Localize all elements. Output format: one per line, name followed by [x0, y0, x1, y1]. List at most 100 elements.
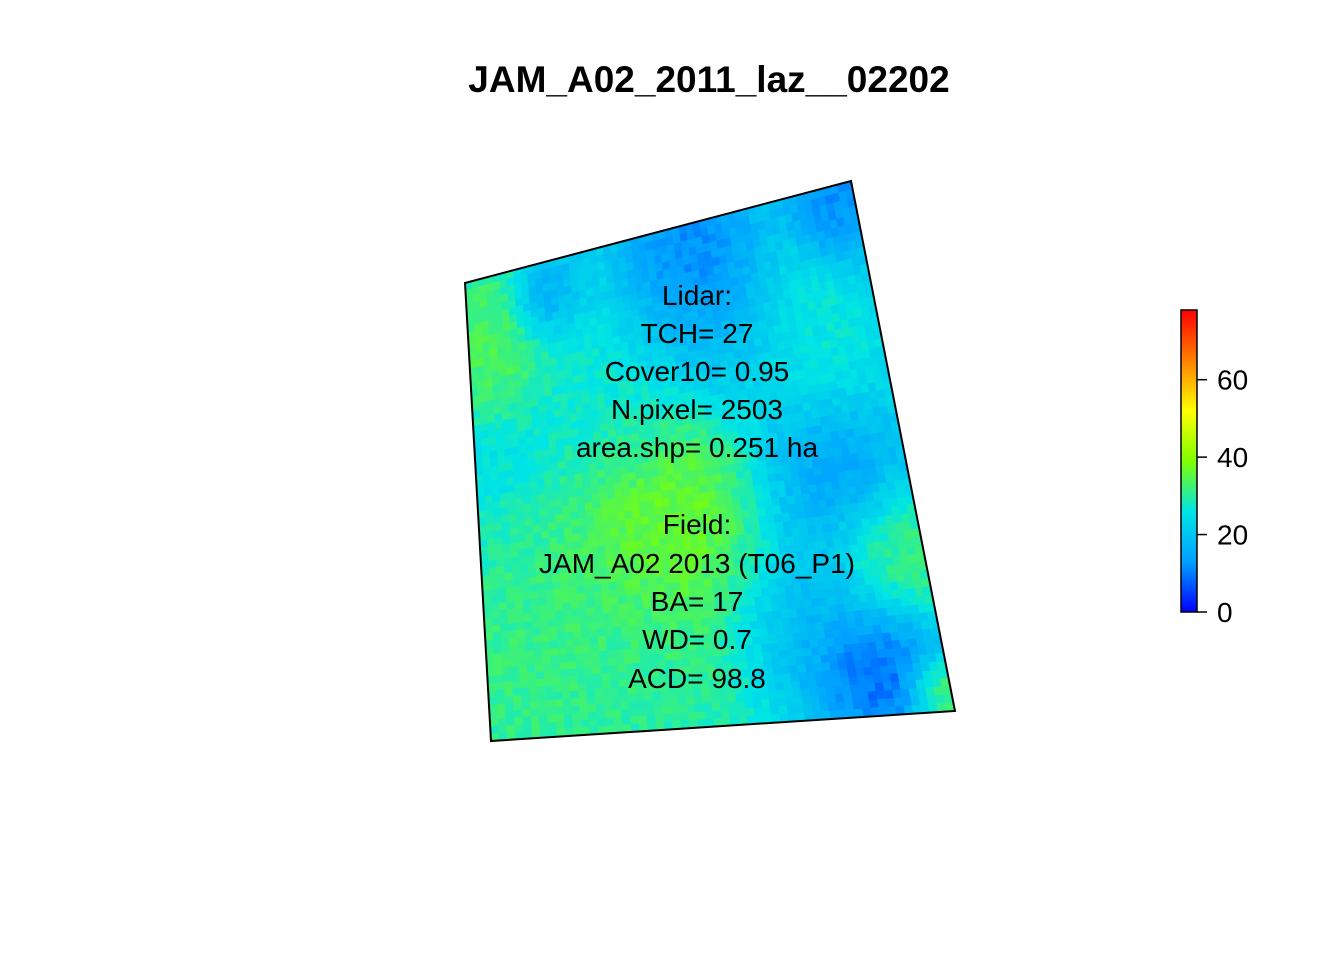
- raster-cell: [816, 679, 826, 688]
- raster-cell: [700, 492, 709, 501]
- raster-cell: [622, 717, 631, 725]
- raster-cell: [612, 695, 621, 703]
- raster-cell: [757, 508, 766, 517]
- raster-cell: [523, 607, 531, 615]
- raster-cell: [799, 673, 808, 682]
- raster-cell: [596, 531, 605, 540]
- raster-cell: [572, 534, 580, 542]
- raster-cell: [696, 712, 705, 720]
- raster-cell: [579, 525, 587, 534]
- raster-cell: [629, 625, 638, 633]
- raster-cell: [780, 658, 789, 667]
- raster-cell: [520, 563, 528, 571]
- raster-cell: [522, 709, 531, 717]
- raster-cell: [521, 578, 529, 586]
- raster-cell: [828, 703, 838, 712]
- raster-cell: [524, 621, 533, 629]
- raster-cell: [494, 654, 503, 662]
- raster-cell: [799, 624, 808, 633]
- raster-cell: [552, 663, 561, 671]
- raster-cell: [496, 682, 505, 690]
- raster-cell: [595, 689, 604, 697]
- raster-cell: [711, 695, 720, 703]
- raster-cell: [715, 490, 724, 499]
- raster-cell: [765, 611, 774, 620]
- raster-cell: [593, 501, 601, 510]
- raster-cell: [837, 653, 847, 662]
- raster-cell: [536, 672, 545, 680]
- raster-cell: [566, 639, 575, 647]
- raster-cell: [786, 698, 795, 707]
- raster-cell: [668, 481, 677, 490]
- raster-cell: [522, 702, 531, 710]
- raster-cell: [817, 687, 827, 696]
- raster-cell: [495, 545, 503, 553]
- raster-cell: [519, 541, 527, 549]
- colorbar-gradient: [1181, 310, 1197, 612]
- raster-cell: [535, 657, 544, 665]
- raster-cell: [548, 522, 556, 530]
- raster-cell: [761, 588, 770, 597]
- raster-cell: [736, 471, 745, 480]
- raster-cell: [541, 531, 549, 540]
- raster-cell: [618, 679, 627, 687]
- raster-cell: [600, 500, 608, 509]
- raster-cell: [649, 515, 658, 524]
- raster-cell: [830, 662, 839, 671]
- raster-cell: [581, 720, 590, 728]
- raster-cell: [802, 640, 811, 649]
- raster-cell: [727, 694, 736, 702]
- raster-cell: [640, 578, 649, 587]
- raster-cell: [803, 704, 813, 713]
- raster-cell: [506, 587, 514, 595]
- raster-cell: [493, 639, 501, 647]
- raster-cell: [504, 689, 513, 697]
- colorbar-tick-label: 60: [1217, 365, 1248, 396]
- raster-cell: [638, 494, 647, 503]
- raster-cell: [564, 721, 573, 729]
- raster-cell: [758, 516, 767, 525]
- raster-cell: [505, 565, 513, 573]
- raster-cell: [564, 527, 572, 536]
- raster-cell: [623, 649, 632, 657]
- raster-cell: [743, 462, 752, 471]
- raster-cell: [508, 623, 516, 631]
- raster-cell: [551, 656, 560, 664]
- raster-cell: [531, 723, 540, 731]
- raster-cell: [778, 538, 787, 547]
- raster-cell: [609, 513, 618, 522]
- raster-cell: [575, 653, 584, 661]
- raster-cell: [524, 614, 532, 622]
- raster-cell: [537, 583, 545, 591]
- raster-cell: [635, 463, 643, 472]
- raster-cell: [826, 638, 835, 647]
- raster-cell: [610, 680, 619, 688]
- raster-cell: [746, 708, 755, 716]
- raster-cell: [752, 476, 761, 485]
- raster-cell: [819, 695, 829, 704]
- colorbar: 0204060: [1181, 310, 1248, 628]
- raster-cell: [662, 699, 671, 707]
- raster-cell: [614, 634, 623, 642]
- raster-cell: [647, 500, 656, 509]
- raster-cell: [752, 581, 761, 590]
- raster-cell: [790, 617, 799, 626]
- raster-cell: [788, 657, 797, 666]
- raster-cell: [561, 684, 570, 692]
- raster-cell: [641, 586, 650, 594]
- raster-cell: [728, 472, 737, 481]
- raster-cell: [615, 497, 623, 506]
- raster-cell: [601, 666, 610, 674]
- raster-cell: [508, 616, 517, 624]
- raster-cell: [629, 701, 638, 709]
- raster-cell: [542, 538, 550, 546]
- raster-cell: [496, 552, 504, 560]
- raster-cell: [488, 546, 496, 554]
- raster-cell: [507, 609, 515, 617]
- raster-cell: [758, 620, 767, 629]
- raster-cell: [555, 707, 564, 715]
- raster-cell: [750, 509, 759, 518]
- raster-cell: [746, 485, 755, 494]
- raster-cell: [602, 522, 611, 531]
- raster-cell: [777, 642, 786, 651]
